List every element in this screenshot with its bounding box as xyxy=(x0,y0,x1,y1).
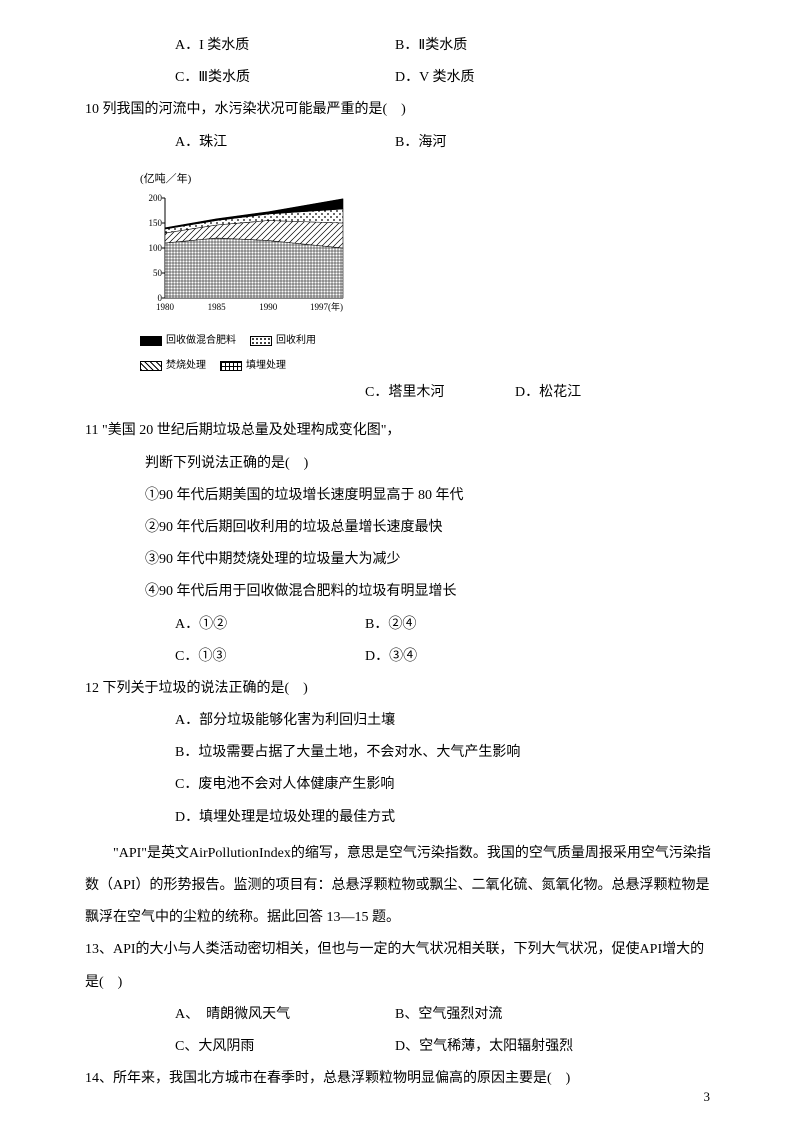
page-number: 3 xyxy=(704,1082,711,1112)
q9-opt-d: D．V 类水质 xyxy=(395,62,474,94)
q13-opt-d: D、空气稀薄，太阳辐射强烈 xyxy=(395,1031,573,1063)
svg-text:200: 200 xyxy=(149,194,163,203)
q9-opt-c: C．Ⅲ类水质 xyxy=(175,62,395,94)
waste-chart: (亿吨／年) 0501001502001980198519901997(年) 回… xyxy=(85,167,715,377)
svg-text:1980: 1980 xyxy=(156,302,175,312)
svg-text:1997(年): 1997(年) xyxy=(310,301,343,312)
chart-legend-row2: 焚烧处理 填埋处理 xyxy=(140,354,715,377)
q11-s1: ①90 年代后期美国的垃圾增长速度明显高于 80 年代 xyxy=(85,480,715,512)
q12-stem: 12 下列关于垃圾的说法正确的是( ) xyxy=(85,673,715,705)
q10-opt-a: A．珠江 xyxy=(175,127,395,159)
q10-opt-c: C．塔里木河 xyxy=(365,377,515,409)
q11-line2: 判断下列说法正确的是( ) xyxy=(85,448,715,480)
q11-stem: 11 "美国 20 世纪后期垃圾总量及处理构成变化图"， xyxy=(85,415,715,447)
q11-s3: ③90 年代中期焚烧处理的垃圾量大为减少 xyxy=(85,544,715,576)
q10-opt-d: D．松花江 xyxy=(515,377,581,409)
legend-swatch-1 xyxy=(140,336,162,346)
q14-stem: 14、所年来，我国北方城市在春季时，总悬浮颗粒物明显偏高的原因主要是( ) xyxy=(85,1063,715,1095)
legend-label-1: 回收做混合肥料 xyxy=(166,329,236,352)
chart-svg: 0501001502001980198519901997(年) xyxy=(140,194,348,314)
q13-opt-c: C、大风阴雨 xyxy=(175,1031,395,1063)
q11-opt-a: A．①② xyxy=(175,609,365,641)
legend-label-4: 填埋处理 xyxy=(246,354,286,377)
q12-opt-d: D．填埋处理是垃圾处理的最佳方式 xyxy=(85,802,715,834)
q10-opt-b: B．海河 xyxy=(395,127,446,159)
q13-opt-b: B、空气强烈对流 xyxy=(395,999,502,1031)
svg-text:1985: 1985 xyxy=(208,302,227,312)
chart-y-label: (亿吨／年) xyxy=(140,167,715,192)
passage-p1: "API"是英文AirPollutionIndex的缩写，意思是空气污染指数。我… xyxy=(85,838,715,935)
q13-stem: 13、API的大小与人类活动密切相关，但也与一定的大气状况相关联，下列大气状况，… xyxy=(85,934,715,998)
q12-opt-b: B．垃圾需要占据了大量土地，不会对水、大气产生影响 xyxy=(85,737,715,769)
q10-stem: 10 列我国的河流中，水污染状况可能最严重的是( ) xyxy=(85,94,715,126)
q9-opt-b: B．Ⅱ类水质 xyxy=(395,30,467,62)
svg-text:1990: 1990 xyxy=(259,302,278,312)
legend-swatch-2 xyxy=(250,336,272,346)
chart-legend-row1: 回收做混合肥料 回收利用 xyxy=(140,329,715,352)
q11-opt-c: C．①③ xyxy=(175,641,365,673)
q9-opt-a: A．I 类水质 xyxy=(175,30,395,62)
q11-s2: ②90 年代后期回收利用的垃圾总量增长速度最快 xyxy=(85,512,715,544)
q11-s4: ④90 年代后用于回收做混合肥料的垃圾有明显增长 xyxy=(85,576,715,608)
legend-swatch-4 xyxy=(220,361,242,371)
legend-label-3: 焚烧处理 xyxy=(166,354,206,377)
legend-swatch-3 xyxy=(140,361,162,371)
q13-opt-a: A、 晴朗微风天气 xyxy=(175,999,395,1031)
svg-text:100: 100 xyxy=(149,243,163,253)
q12-opt-a: A．部分垃圾能够化害为利回归土壤 xyxy=(85,705,715,737)
svg-text:150: 150 xyxy=(149,218,163,228)
q11-opt-d: D．③④ xyxy=(365,641,417,673)
q11-opt-b: B．②④ xyxy=(365,609,416,641)
legend-label-2: 回收利用 xyxy=(276,329,316,352)
q12-opt-c: C．废电池不会对人体健康产生影响 xyxy=(85,769,715,801)
svg-text:50: 50 xyxy=(153,268,163,278)
